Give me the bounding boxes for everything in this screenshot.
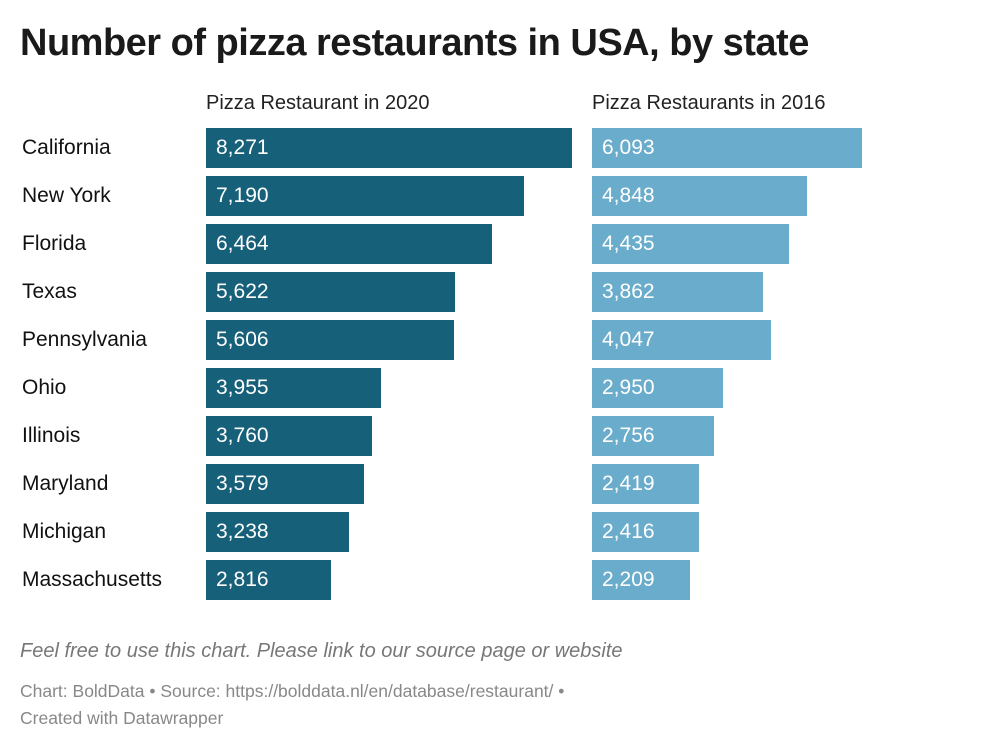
- bar-2016-texas: [592, 272, 763, 312]
- category-label-maryland: Maryland: [22, 472, 109, 495]
- category-label-illinois: Illinois: [22, 424, 81, 447]
- category-label-ohio: Ohio: [22, 376, 67, 399]
- data-label-2016-california: 6,093: [602, 136, 655, 159]
- series-header-2016: Pizza Restaurants in 2016: [592, 92, 826, 114]
- data-label-2020-california: 8,271: [216, 136, 269, 159]
- data-label-2020-maryland: 3,579: [216, 472, 269, 495]
- bar-2020-ohio: [206, 368, 381, 408]
- bar-2020-michigan: [206, 512, 349, 552]
- chart-title: Number of pizza restaurants in USA, by s…: [20, 22, 809, 64]
- data-label-2020-texas: 5,622: [216, 280, 269, 303]
- bar-2016-massachusetts: [592, 560, 690, 600]
- bar-2016-ohio: [592, 368, 723, 408]
- bar-2016-michigan: [592, 512, 699, 552]
- category-label-florida: Florida: [22, 232, 87, 255]
- category-label-texas: Texas: [22, 280, 77, 303]
- data-label-2016-massachusetts: 2,209: [602, 568, 655, 591]
- footer-credit-line: Created with Datawrapper: [20, 708, 224, 728]
- data-label-2020-new-york: 7,190: [216, 184, 269, 207]
- bar-2020-massachusetts: [206, 560, 331, 600]
- bar-2016-florida: [592, 224, 789, 264]
- data-label-2016-michigan: 2,416: [602, 520, 655, 543]
- usage-note: Feel free to use this chart. Please link…: [20, 640, 623, 662]
- data-label-2020-michigan: 3,238: [216, 520, 269, 543]
- category-label-pennsylvania: Pennsylvania: [22, 328, 147, 351]
- bar-2020-florida: [206, 224, 492, 264]
- data-label-2016-new-york: 4,848: [602, 184, 655, 207]
- bar-2016-illinois: [592, 416, 714, 456]
- data-label-2020-pennsylvania: 5,606: [216, 328, 269, 351]
- data-label-2020-ohio: 3,955: [216, 376, 269, 399]
- data-label-2020-florida: 6,464: [216, 232, 269, 255]
- category-label-massachusetts: Massachusetts: [22, 568, 163, 591]
- category-label-michigan: Michigan: [22, 520, 107, 543]
- data-label-2016-maryland: 2,419: [602, 472, 655, 495]
- bar-2020-california: [206, 128, 572, 168]
- bar-2016-california: [592, 128, 862, 168]
- bar-2020-illinois: [206, 416, 372, 456]
- data-label-2016-florida: 4,435: [602, 232, 655, 255]
- chart-footer: Chart: BoldData • Source: https://boldda…: [20, 678, 564, 732]
- bar-2020-texas: [206, 272, 455, 312]
- data-label-2020-illinois: 3,760: [216, 424, 269, 447]
- bar-2020-new-york: [206, 176, 524, 216]
- data-label-2016-ohio: 2,950: [602, 376, 655, 399]
- data-label-2016-texas: 3,862: [602, 280, 655, 303]
- category-label-new-york: New York: [22, 184, 111, 207]
- bar-2016-new-york: [592, 176, 807, 216]
- data-label-2016-pennsylvania: 4,047: [602, 328, 655, 351]
- data-label-2016-illinois: 2,756: [602, 424, 655, 447]
- bar-2020-pennsylvania: [206, 320, 454, 360]
- bar-2016-maryland: [592, 464, 699, 504]
- bar-2020-maryland: [206, 464, 364, 504]
- bar-2016-pennsylvania: [592, 320, 771, 360]
- data-label-2020-massachusetts: 2,816: [216, 568, 269, 591]
- category-label-california: California: [22, 136, 111, 159]
- series-header-2020: Pizza Restaurant in 2020: [206, 92, 430, 114]
- footer-source-line: Chart: BoldData • Source: https://boldda…: [20, 681, 565, 701]
